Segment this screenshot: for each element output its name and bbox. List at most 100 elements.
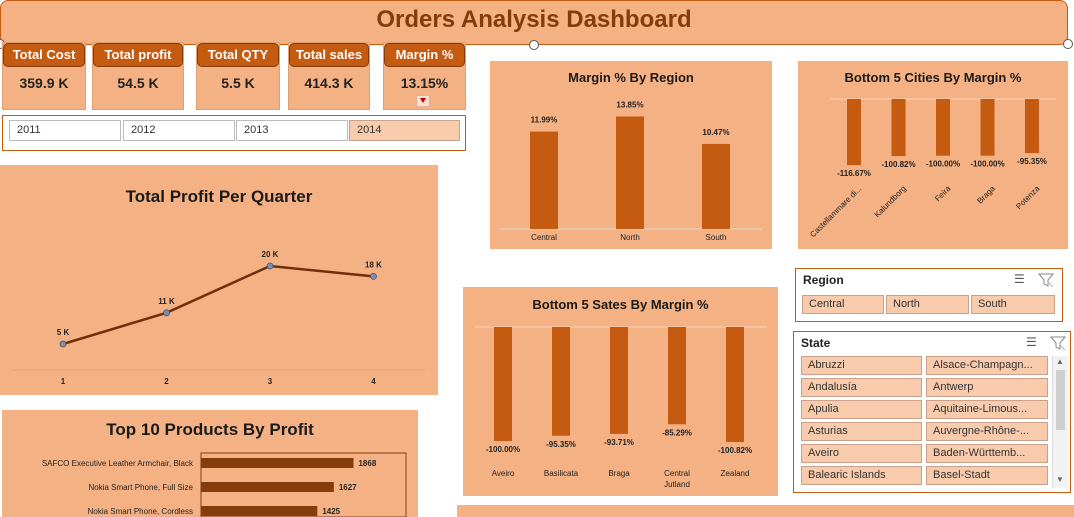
tick-label: 3 [268,377,273,386]
dropdown-arrow-icon[interactable] [416,95,430,107]
state-button[interactable]: Alsace-Champagn... [926,356,1048,375]
data-label: -100.00% [486,445,520,454]
state-button[interactable]: Antwerp [926,378,1048,397]
chart-title: Bottom 5 Sates By Margin % [532,297,709,312]
data-label: -116.67% [837,169,871,178]
tick-label: Aveiro [492,469,515,478]
tick-label: 1 [61,377,66,386]
bar [847,99,861,166]
tick-label: Castellammare di... [808,184,863,239]
multi-select-icon[interactable]: ☰ [1026,335,1037,349]
title-shape[interactable] [0,0,1068,45]
state-button[interactable]: Abruzzi [801,356,922,375]
data-label: -100.00% [970,160,1004,169]
year-button-2013[interactable]: 2013 [236,120,348,141]
empty-chart-panel[interactable] [457,505,1074,517]
data-label: 1627 [339,483,357,492]
bar [936,99,950,156]
tick-label: Braga [975,184,997,206]
clear-filter-icon[interactable] [1049,336,1067,355]
multi-select-icon[interactable]: ☰ [1014,272,1025,286]
top-products-chart[interactable]: Top 10 Products By Profit 1868 SAFCO Exec… [2,410,418,517]
bar [201,458,354,468]
bar [668,327,686,425]
data-label: 5 K [57,328,70,337]
data-label: 20 K [262,250,279,259]
data-label: -100.82% [718,446,752,455]
bar [616,116,644,229]
bar [552,327,570,436]
bar [980,99,995,156]
clear-filter-icon[interactable] [1037,273,1055,292]
data-label: 11 K [158,297,175,306]
region-button-central[interactable]: Central [802,295,884,314]
state-button[interactable]: Asturias [801,422,922,441]
kpi-label: Total profit [93,43,183,67]
state-slicer: State ☰ Abruzzi Alsace-Champagn... Andal… [793,331,1071,493]
region-button-north[interactable]: North [886,295,969,314]
kpi-label: Total sales [289,43,369,67]
data-label: -95.35% [546,440,576,449]
year-button-2012[interactable]: 2012 [123,120,235,141]
tick-label: Central [664,469,690,478]
state-button[interactable]: Aquitaine-Limous... [926,400,1048,419]
scroll-down-icon[interactable]: ▼ [1056,475,1064,484]
margin-region-chart[interactable]: Margin % By Region 11.99% Central 13.85% No… [490,61,772,249]
tick-label: 2 [164,377,169,386]
chart-title: Margin % By Region [568,70,694,85]
kpi-total-sales: Total sales 414.3 K [288,42,370,110]
bar [702,143,730,229]
tick-label: Basilicata [544,469,579,478]
resize-handle-right[interactable] [1063,39,1073,49]
bar [201,506,318,516]
data-label: -100.00% [926,160,960,169]
state-button[interactable]: Auvergne-Rhône-... [926,422,1048,441]
tick-label: Nokia Smart Phone, Full Size [89,483,194,492]
kpi-margin: Margin % 13.15% [383,42,466,110]
data-point [266,262,274,270]
kpi-value: 414.3 K [304,75,354,91]
data-point [163,309,170,317]
profit-quarter-chart[interactable]: Total Profit Per Quarter 5 K 1 11 K 2 20 K 3 1… [0,165,438,395]
bar [201,482,334,492]
data-point [59,340,67,348]
tick-label: North [620,233,640,242]
tick-label: South [706,233,727,242]
chart-title: Total Profit Per Quarter [125,187,313,206]
tick-label: Braga [608,469,630,478]
year-button-2011[interactable]: 2011 [9,120,121,141]
kpi-label: Margin % [384,43,465,67]
year-button-2014[interactable]: 2014 [349,120,460,141]
region-slicer: Region ☰ Central North South [795,268,1063,322]
scrollbar[interactable]: ▲ ▼ [1052,356,1068,488]
kpi-label: Total Cost [3,43,85,67]
chart-title: Top 10 Products By Profit [106,420,314,439]
chart-title: Bottom 5 Cities By Margin % [844,70,1022,85]
bar [891,99,906,157]
bar [530,131,558,229]
data-label: -85.29% [662,428,692,437]
scroll-up-icon[interactable]: ▲ [1056,357,1064,366]
data-label: 1868 [358,459,376,468]
tick-label: Kalundborg [873,184,908,219]
region-button-south[interactable]: South [971,295,1055,314]
data-label: -100.82% [881,160,915,169]
slicer-title: State [801,336,831,350]
kpi-label: Total QTY [197,43,279,67]
tick-label: Potenza [1014,184,1042,212]
tick-label: Nokia Smart Phone, Cordless [88,507,193,516]
data-label: 11.99% [531,116,558,125]
bar [726,327,744,442]
data-label: 1425 [322,507,340,516]
state-button[interactable]: Baden-Württemb... [926,444,1048,463]
resize-handle-bottom[interactable] [529,40,539,50]
bottom-cities-chart[interactable]: Bottom 5 Cities By Margin % -116.67% Cast… [798,61,1068,249]
state-button[interactable]: Balearic Islands [801,466,922,485]
state-button[interactable]: Aveiro [801,444,922,463]
state-button[interactable]: Basel-Stadt [926,466,1048,485]
state-button[interactable]: Apulia [801,400,922,419]
bottom-states-chart[interactable]: Bottom 5 Sates By Margin % -100.00% Aveir… [463,287,778,496]
bar [610,327,628,434]
scroll-thumb[interactable] [1056,370,1065,430]
state-button[interactable]: Andalusía [801,378,922,397]
